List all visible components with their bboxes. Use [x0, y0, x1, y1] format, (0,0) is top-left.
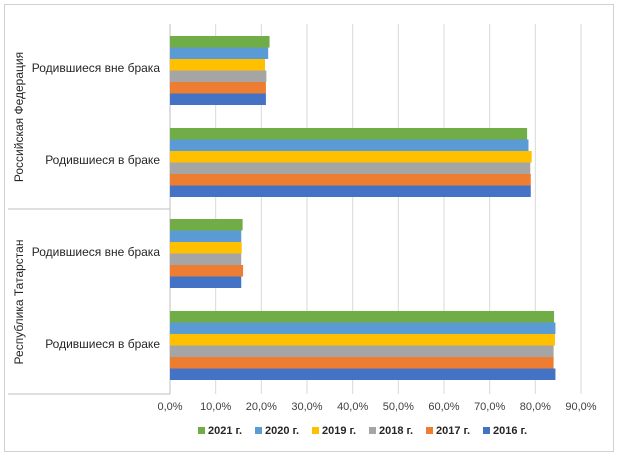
x-tick-label: 40,0% — [337, 401, 368, 413]
group-label: Республика Татарстан — [12, 240, 26, 365]
x-tick-label: 10,0% — [200, 401, 231, 413]
category-label: Родившиеся в браке — [45, 153, 160, 167]
x-tick-label: 90,0% — [565, 401, 596, 413]
legend-swatch — [198, 427, 205, 434]
bar — [170, 368, 556, 380]
group-label: Российская Федерация — [12, 52, 26, 182]
category-label: Родившиеся в браке — [45, 337, 160, 351]
bar — [170, 82, 266, 94]
x-tick-label: 30,0% — [291, 401, 322, 413]
bar — [170, 345, 554, 357]
legend-label: 2020 г. — [265, 425, 299, 437]
bar — [170, 162, 531, 174]
bar — [170, 139, 529, 151]
bar — [170, 242, 242, 254]
category-label: Родившиеся вне брака — [32, 61, 161, 75]
bar — [170, 265, 244, 277]
bar — [170, 36, 270, 48]
legend-swatch — [483, 427, 490, 434]
bar — [170, 151, 532, 163]
bar — [170, 357, 554, 369]
x-tick-label: 20,0% — [246, 401, 277, 413]
bar — [170, 128, 528, 140]
legend-label: 2016 г. — [493, 425, 527, 437]
bar — [170, 311, 555, 323]
bar — [170, 70, 267, 82]
bar — [170, 174, 531, 186]
bar — [170, 322, 556, 334]
x-tick-label: 50,0% — [383, 401, 414, 413]
bar — [170, 276, 242, 288]
legend-label: 2018 г. — [379, 425, 413, 437]
x-tick-label: 0,0% — [157, 401, 182, 413]
bar — [170, 219, 243, 231]
bar — [170, 334, 555, 346]
legend-swatch — [312, 427, 319, 434]
bar — [170, 253, 242, 265]
bar — [170, 185, 531, 197]
category-label: Родившиеся вне брака — [32, 245, 161, 259]
bar — [170, 59, 265, 71]
legend-label: 2017 г. — [436, 425, 470, 437]
legend-swatch — [255, 427, 262, 434]
legend-label: 2019 г. — [322, 425, 356, 437]
x-tick-label: 60,0% — [428, 401, 459, 413]
legend-label: 2021 г. — [208, 425, 242, 437]
x-tick-label: 80,0% — [520, 401, 551, 413]
legend-swatch — [369, 427, 376, 434]
bar — [170, 93, 266, 105]
bar — [170, 230, 242, 242]
legend-swatch — [426, 427, 433, 434]
x-tick-label: 70,0% — [474, 401, 505, 413]
bar — [170, 47, 269, 59]
